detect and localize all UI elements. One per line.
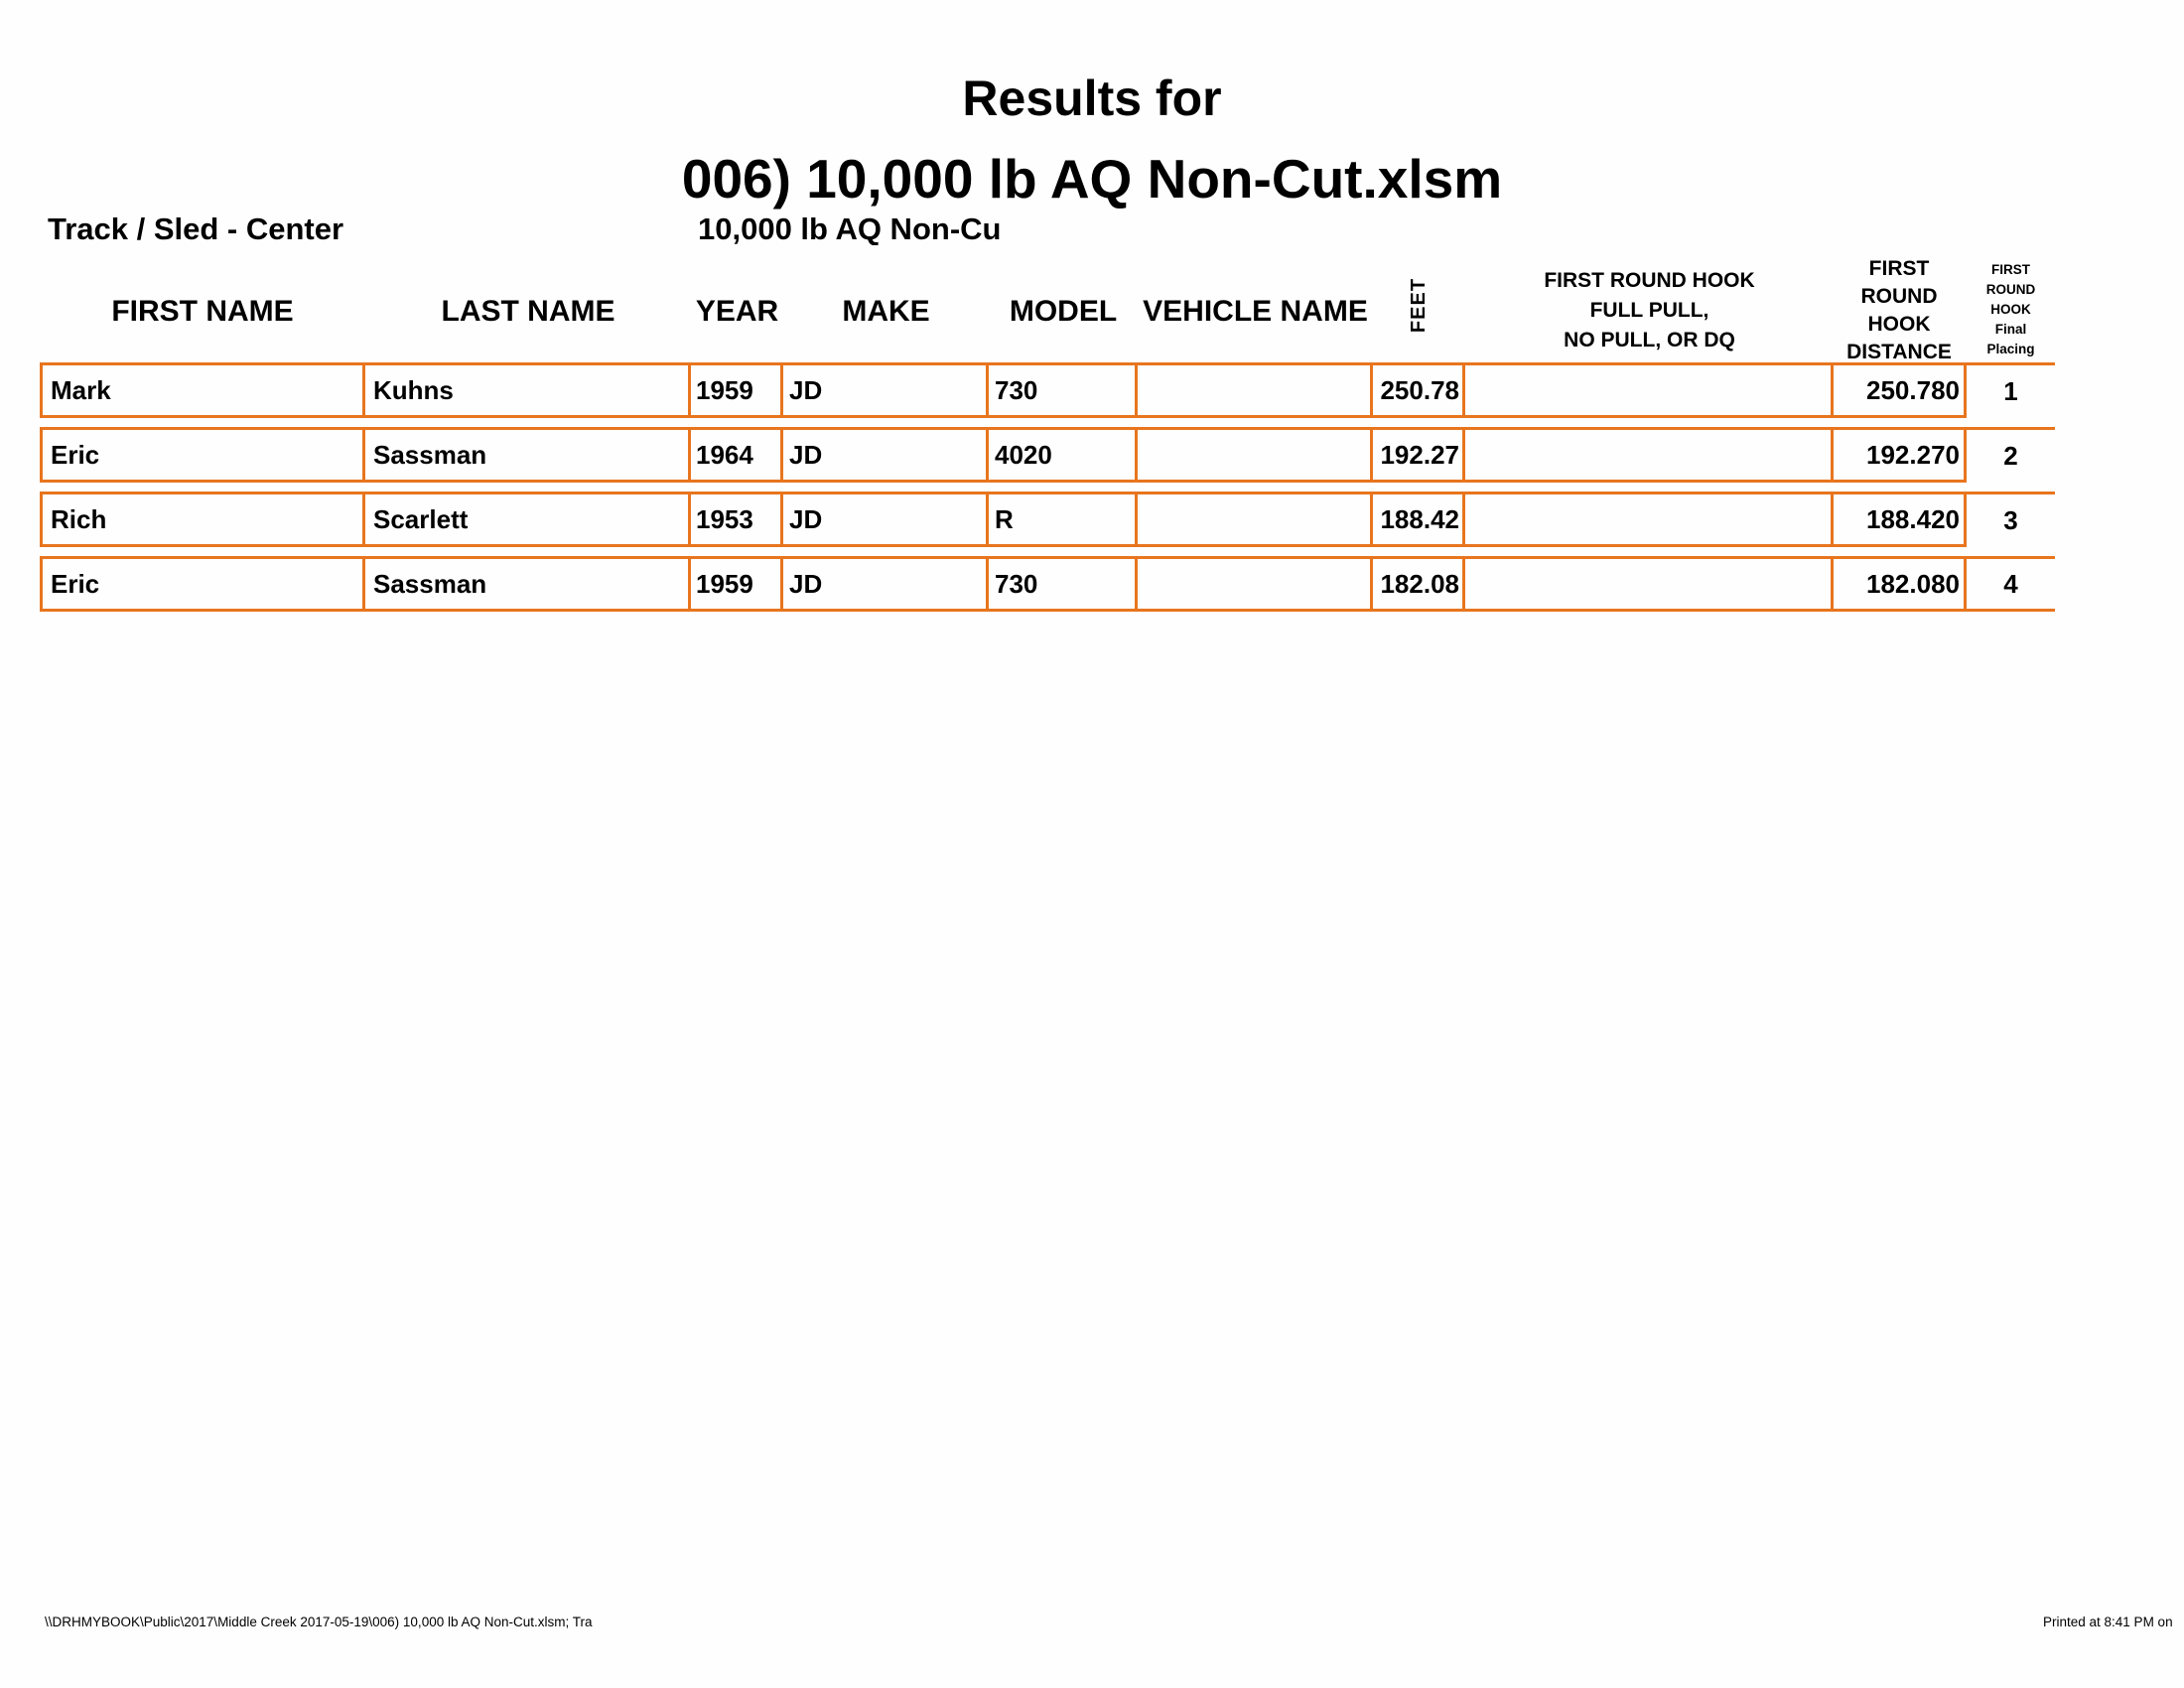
cell-placing: 1 <box>1967 362 2055 418</box>
cell-first-name: Rich <box>40 492 365 547</box>
header-first-round-hook-result: FIRST ROUND HOOK FULL PULL, NO PULL, OR … <box>1465 266 1834 355</box>
header-vehicle-name: VEHICLE NAME <box>1143 295 1368 328</box>
cell-first-name: Mark <box>40 362 365 418</box>
cell-make: JD <box>783 362 989 418</box>
header-line: FIRST <box>1868 257 1930 280</box>
footer-file-path: \\DRHMYBOOK\Public\2017\Middle Creek 201… <box>45 1615 593 1629</box>
header-first-round-hook-distance: FIRST ROUND HOOK DISTANCE <box>1832 255 1967 366</box>
cell-feet: 188.42 <box>1373 492 1465 547</box>
cell-year: 1959 <box>691 362 783 418</box>
header-line: NO PULL, OR DQ <box>1564 329 1735 352</box>
header-line: FULL PULL, <box>1589 299 1709 322</box>
header-line: FIRST <box>1991 262 2030 277</box>
cell-feet: 250.78 <box>1373 362 1465 418</box>
header-make: MAKE <box>842 295 930 328</box>
cell-last-name: Sassman <box>365 556 691 612</box>
cell-placing: 3 <box>1967 492 2055 547</box>
cell-model: R <box>989 492 1138 547</box>
header-line: DISTANCE <box>1846 341 1952 363</box>
header-line: FIRST ROUND HOOK <box>1544 269 1755 292</box>
cell-full-pull <box>1465 556 1834 612</box>
cell-distance: 188.420 <box>1834 492 1967 547</box>
header-line: Placing <box>1986 342 2035 356</box>
cell-feet: 192.27 <box>1373 427 1465 483</box>
file-title: 006) 10,000 lb AQ Non-Cut.xlsm <box>681 148 1503 210</box>
cell-first-name: Eric <box>40 427 365 483</box>
cell-make: JD <box>783 556 989 612</box>
cell-last-name: Scarlett <box>365 492 691 547</box>
header-line: ROUND <box>1860 285 1938 308</box>
cell-vehicle-name <box>1138 362 1373 418</box>
cell-distance: 182.080 <box>1834 556 1967 612</box>
cell-model: 4020 <box>989 427 1138 483</box>
cell-feet: 182.08 <box>1373 556 1465 612</box>
class-label: 10,000 lb AQ Non-Cu <box>698 211 1002 245</box>
cell-make: JD <box>783 492 989 547</box>
table-row: Rich Scarlett 1953 JD R 188.42 188.420 3 <box>40 492 2055 547</box>
table-row: Mark Kuhns 1959 JD 730 250.78 250.780 1 <box>40 362 2055 418</box>
header-line: ROUND <box>1985 282 2036 297</box>
header-last-name: LAST NAME <box>441 295 615 328</box>
cell-year: 1964 <box>691 427 783 483</box>
cell-last-name: Sassman <box>365 427 691 483</box>
cell-last-name: Kuhns <box>365 362 691 418</box>
cell-year: 1959 <box>691 556 783 612</box>
cell-full-pull <box>1465 362 1834 418</box>
page-title: Results for <box>962 70 1222 126</box>
table-row: Eric Sassman 1964 JD 4020 192.27 192.270… <box>40 427 2055 483</box>
results-table: Mark Kuhns 1959 JD 730 250.78 250.780 1 … <box>40 362 2055 621</box>
cell-vehicle-name <box>1138 492 1373 547</box>
header-first-name: FIRST NAME <box>111 295 294 328</box>
cell-distance: 192.270 <box>1834 427 1967 483</box>
header-year: YEAR <box>695 295 779 328</box>
cell-full-pull <box>1465 427 1834 483</box>
cell-vehicle-name <box>1138 427 1373 483</box>
cell-model: 730 <box>989 556 1138 612</box>
header-line: HOOK <box>1990 302 2031 317</box>
header-feet-rotated-text: FEET <box>1408 277 1430 333</box>
cell-distance: 250.780 <box>1834 362 1967 418</box>
cell-year: 1953 <box>691 492 783 547</box>
cell-placing: 2 <box>1967 427 2055 483</box>
header-model: MODEL <box>1009 295 1118 328</box>
header-first-round-hook-placing: FIRST ROUND HOOK Final Placing <box>1967 260 2055 359</box>
header-line: HOOK <box>1867 313 1931 336</box>
cell-model: 730 <box>989 362 1138 418</box>
cell-make: JD <box>783 427 989 483</box>
header-line: Final <box>1994 322 2027 337</box>
cell-vehicle-name <box>1138 556 1373 612</box>
header-feet: FEET <box>1373 256 1465 353</box>
track-sled-label: Track / Sled - Center <box>48 211 344 246</box>
cell-first-name: Eric <box>40 556 365 612</box>
table-row: Eric Sassman 1959 JD 730 182.08 182.080 … <box>40 556 2055 612</box>
footer-printed-timestamp: Printed at 8:41 PM on <box>2043 1615 2173 1629</box>
cell-full-pull <box>1465 492 1834 547</box>
cell-placing: 4 <box>1967 556 2055 612</box>
